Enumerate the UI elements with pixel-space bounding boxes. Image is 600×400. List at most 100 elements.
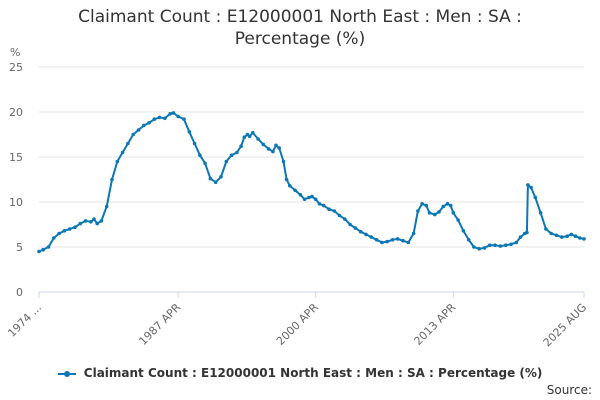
data-point[interactable]	[302, 197, 307, 202]
data-point[interactable]	[310, 194, 314, 199]
data-point[interactable]	[448, 203, 453, 208]
data-point[interactable]	[477, 247, 482, 251]
data-point[interactable]	[115, 159, 120, 164]
data-point[interactable]	[136, 128, 141, 132]
data-point[interactable]	[456, 218, 460, 222]
data-point[interactable]	[416, 209, 420, 213]
data-point[interactable]	[482, 246, 487, 250]
data-point[interactable]	[317, 202, 322, 206]
data-point[interactable]	[582, 237, 586, 241]
data-point[interactable]	[424, 203, 429, 208]
data-point[interactable]	[142, 123, 146, 128]
data-point[interactable]	[514, 240, 519, 245]
data-point[interactable]	[147, 121, 151, 125]
data-point[interactable]	[493, 243, 497, 247]
data-point[interactable]	[41, 247, 45, 252]
data-point[interactable]	[67, 227, 72, 231]
data-point[interactable]	[461, 229, 466, 233]
data-point[interactable]	[242, 135, 247, 139]
data-point[interactable]	[247, 134, 252, 139]
data-point[interactable]	[152, 117, 157, 121]
data-point[interactable]	[401, 238, 405, 243]
data-point[interactable]	[219, 175, 223, 179]
data-point[interactable]	[57, 231, 61, 236]
data-point[interactable]	[529, 185, 533, 190]
data-point[interactable]	[281, 159, 286, 164]
data-point[interactable]	[569, 232, 574, 237]
data-point[interactable]	[110, 177, 114, 182]
data-point[interactable]	[321, 203, 326, 208]
data-point[interactable]	[358, 229, 363, 234]
data-point[interactable]	[251, 130, 255, 135]
data-point[interactable]	[385, 239, 390, 244]
data-point[interactable]	[327, 207, 331, 211]
data-point[interactable]	[533, 195, 538, 200]
data-point[interactable]	[337, 213, 342, 218]
data-point[interactable]	[353, 226, 358, 230]
data-point[interactable]	[187, 130, 192, 134]
data-point[interactable]	[313, 197, 318, 202]
data-point[interactable]	[271, 149, 275, 154]
data-point[interactable]	[89, 220, 93, 224]
data-point[interactable]	[441, 204, 446, 209]
data-point[interactable]	[163, 116, 167, 121]
data-point[interactable]	[256, 137, 260, 141]
data-point[interactable]	[266, 147, 271, 151]
data-point[interactable]	[46, 245, 51, 249]
data-point[interactable]	[83, 219, 88, 223]
data-point[interactable]	[488, 243, 492, 247]
series-line[interactable]	[38, 111, 585, 253]
data-point[interactable]	[126, 141, 130, 146]
data-point[interactable]	[62, 229, 67, 233]
data-point[interactable]	[374, 238, 379, 242]
data-point[interactable]	[525, 230, 529, 235]
data-point[interactable]	[192, 141, 197, 146]
data-point[interactable]	[472, 245, 476, 249]
data-point[interactable]	[239, 144, 243, 148]
data-point[interactable]	[99, 219, 104, 223]
data-point[interactable]	[369, 235, 374, 239]
data-point[interactable]	[235, 150, 239, 155]
data-point[interactable]	[390, 238, 395, 242]
data-point[interactable]	[157, 115, 162, 120]
data-point[interactable]	[307, 195, 311, 200]
data-point[interactable]	[288, 184, 292, 188]
data-point[interactable]	[578, 236, 582, 240]
data-point[interactable]	[277, 146, 282, 150]
data-point[interactable]	[274, 143, 278, 148]
data-point[interactable]	[498, 244, 503, 248]
data-point[interactable]	[298, 193, 303, 197]
data-point[interactable]	[554, 233, 559, 238]
data-point[interactable]	[208, 176, 213, 181]
data-point[interactable]	[538, 211, 543, 215]
data-point[interactable]	[427, 211, 432, 215]
data-point[interactable]	[411, 231, 416, 236]
data-point[interactable]	[131, 132, 135, 137]
data-point[interactable]	[437, 210, 441, 214]
data-point[interactable]	[78, 221, 83, 226]
data-point[interactable]	[120, 150, 125, 155]
data-point[interactable]	[549, 231, 553, 236]
data-point[interactable]	[198, 153, 202, 157]
data-point[interactable]	[518, 235, 523, 239]
data-point[interactable]	[176, 114, 180, 119]
data-point[interactable]	[364, 232, 368, 237]
data-point[interactable]	[229, 153, 234, 157]
data-point[interactable]	[213, 180, 218, 184]
data-point[interactable]	[406, 240, 411, 245]
data-point[interactable]	[332, 209, 337, 213]
data-point[interactable]	[544, 227, 548, 231]
data-point[interactable]	[380, 240, 384, 245]
data-point[interactable]	[560, 235, 564, 239]
data-point[interactable]	[92, 217, 96, 221]
data-point[interactable]	[451, 211, 456, 215]
data-point[interactable]	[182, 117, 186, 121]
data-point[interactable]	[343, 217, 347, 221]
data-point[interactable]	[203, 161, 207, 166]
data-point[interactable]	[293, 188, 297, 193]
data-point[interactable]	[503, 243, 508, 247]
data-point[interactable]	[420, 202, 424, 206]
data-point[interactable]	[171, 111, 176, 115]
data-point[interactable]	[445, 202, 450, 206]
data-point[interactable]	[509, 242, 513, 247]
